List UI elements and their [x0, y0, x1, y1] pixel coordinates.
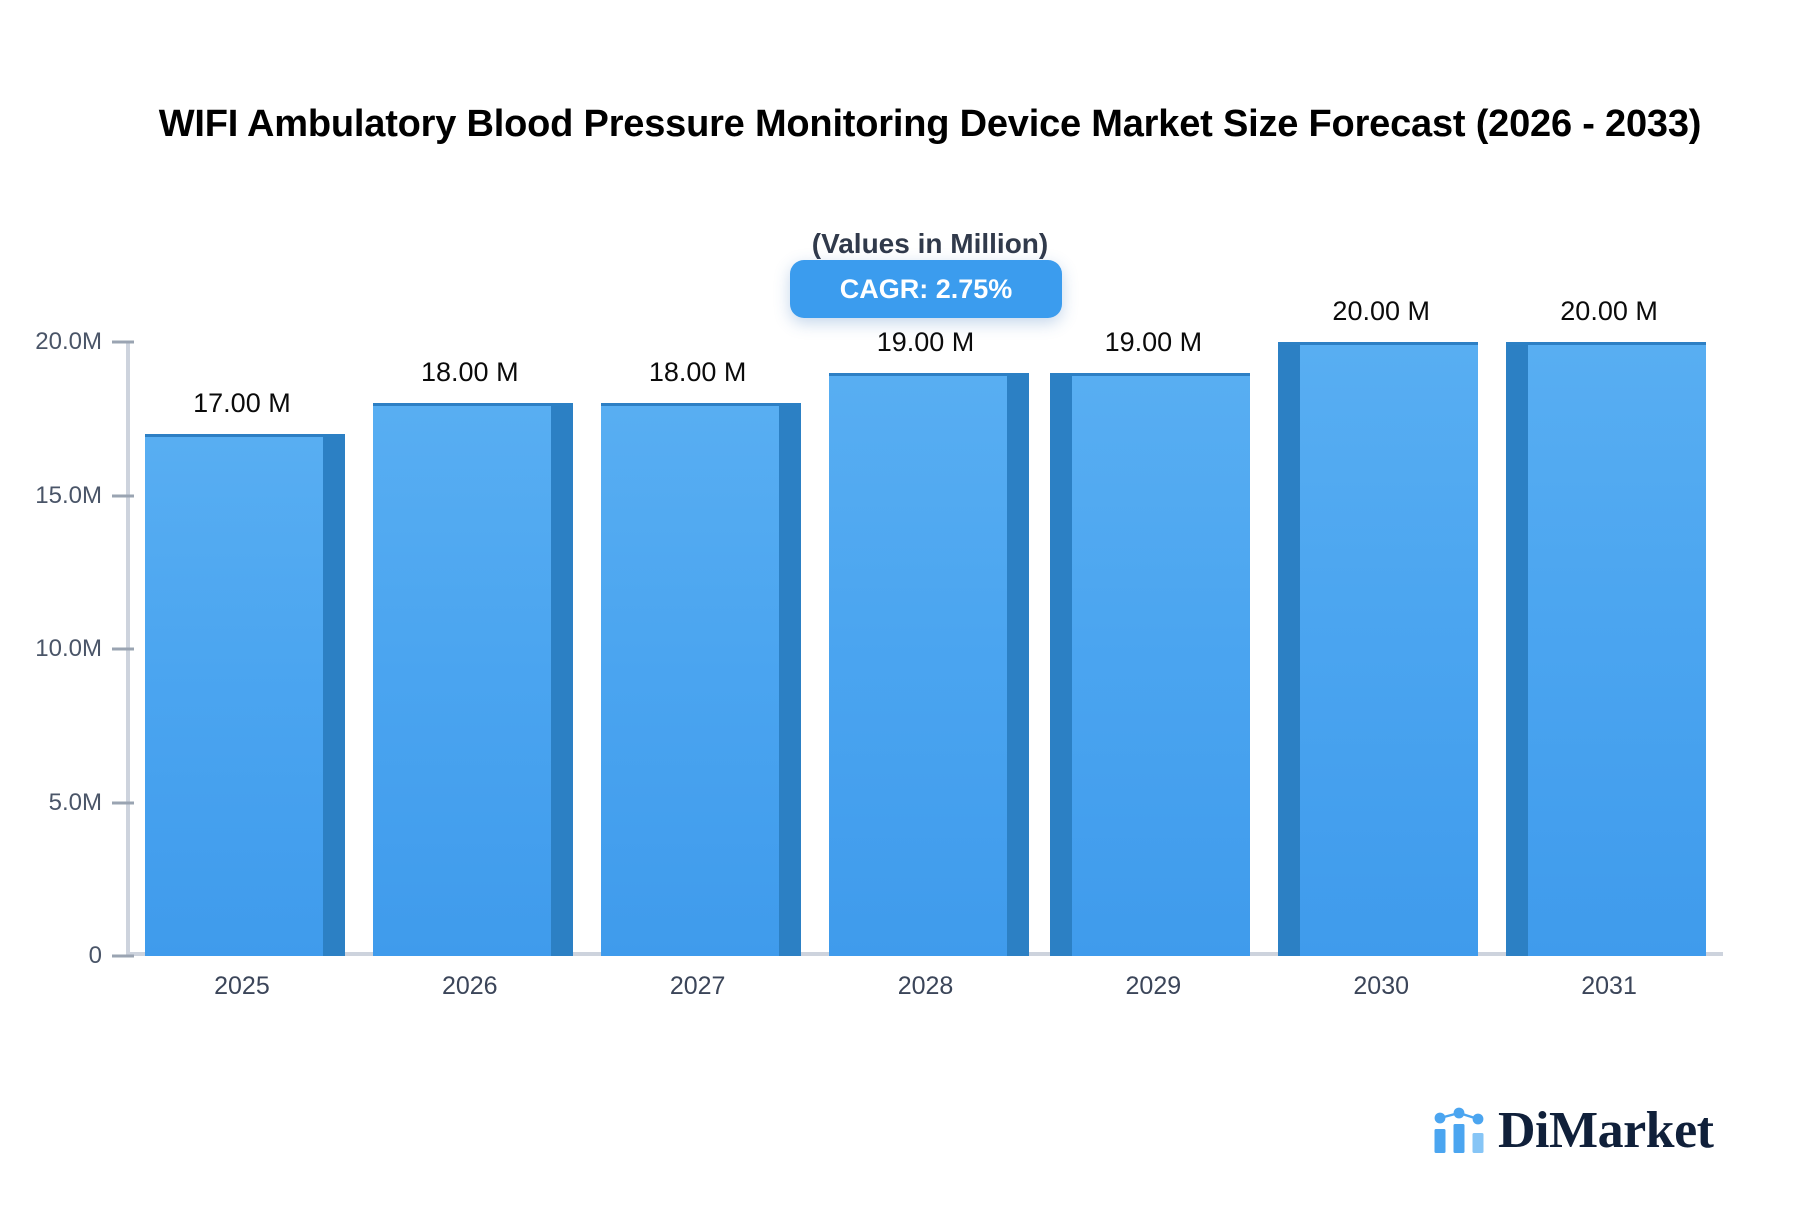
- bar-value-label: 18.00 M: [421, 357, 519, 388]
- logo-wordmark: DiMarket: [1498, 1102, 1714, 1159]
- y-axis-tick-mark: [112, 954, 134, 958]
- bar-top-bevel: [1050, 372, 1073, 395]
- bar-face: [600, 403, 779, 956]
- bar-side-panel: [550, 403, 573, 956]
- x-axis-tick-label: 2030: [1353, 972, 1410, 1000]
- y-axis-tick-label: 5.0M: [48, 788, 102, 816]
- bar[interactable]: [144, 434, 345, 956]
- y-axis-tick-label: 0: [88, 942, 102, 969]
- chart-subtitle: (Values in Million): [811, 228, 1049, 259]
- bar-face: [828, 372, 1007, 956]
- x-axis-tick-label: 2028: [897, 972, 954, 1000]
- bar-top-bevel: [1278, 342, 1301, 364]
- x-axis-tick-label: 2029: [1125, 972, 1182, 1000]
- y-axis-tick-label: 20.0M: [35, 328, 102, 355]
- bar[interactable]: [1278, 342, 1479, 956]
- page-title: WIFI Ambulatory Blood Pressure Monitorin…: [158, 103, 1702, 145]
- y-axis-tick-mark: [112, 647, 134, 651]
- bar-top-bevel: [1506, 342, 1529, 364]
- cagr-badge: CAGR: 2.75%: [790, 260, 1062, 318]
- x-axis-tick-label: 2031: [1581, 972, 1637, 1000]
- y-axis-tick-label: 15.0M: [35, 481, 102, 509]
- dimarket-logo: DiMarket: [1432, 1102, 1714, 1159]
- bar[interactable]: [828, 372, 1029, 956]
- bar-value-label: 19.00 M: [876, 326, 975, 357]
- bar-value-label: 19.00 M: [1104, 326, 1203, 357]
- y-axis-tick-label: 10.0M: [35, 635, 102, 662]
- bar[interactable]: [600, 403, 801, 956]
- bar-face: [1300, 342, 1479, 956]
- y-axis-tick-mark: [112, 801, 134, 804]
- bar-value-label: 18.00 M: [648, 357, 747, 388]
- bar-value-label: 20.00 M: [1332, 296, 1430, 326]
- x-axis-tick-label: 2025: [214, 972, 270, 1000]
- bar-value-label: 20.00 M: [1560, 296, 1658, 326]
- y-axis-tick-mark: [112, 494, 134, 497]
- bar-side-panel: [322, 434, 345, 956]
- x-axis-tick-label: 2026: [441, 972, 498, 1000]
- bar-top-bevel: [778, 403, 801, 426]
- bar-face: [372, 403, 551, 956]
- y-axis-tick-mark: [112, 340, 134, 344]
- bar-side-panel: [1006, 372, 1029, 956]
- bar-top-bevel: [1006, 372, 1029, 395]
- bar-top-bevel: [550, 403, 573, 426]
- bar-chart-logo-icon: [1434, 1107, 1484, 1153]
- bar[interactable]: [1506, 342, 1707, 956]
- bar-side-panel: [1278, 342, 1301, 956]
- bar-side-panel: [1506, 342, 1529, 956]
- bar-face: [1072, 372, 1251, 956]
- bar-face: [144, 434, 323, 956]
- bar-side-panel: [1050, 372, 1073, 956]
- bar[interactable]: [372, 403, 573, 956]
- x-axis-tick-label: 2027: [669, 972, 726, 1000]
- bar-value-label: 17.00 M: [193, 388, 291, 419]
- bar[interactable]: [1050, 372, 1251, 956]
- bar-side-panel: [778, 403, 801, 956]
- bar-top-bevel: [322, 434, 345, 457]
- bar-face: [1528, 342, 1707, 956]
